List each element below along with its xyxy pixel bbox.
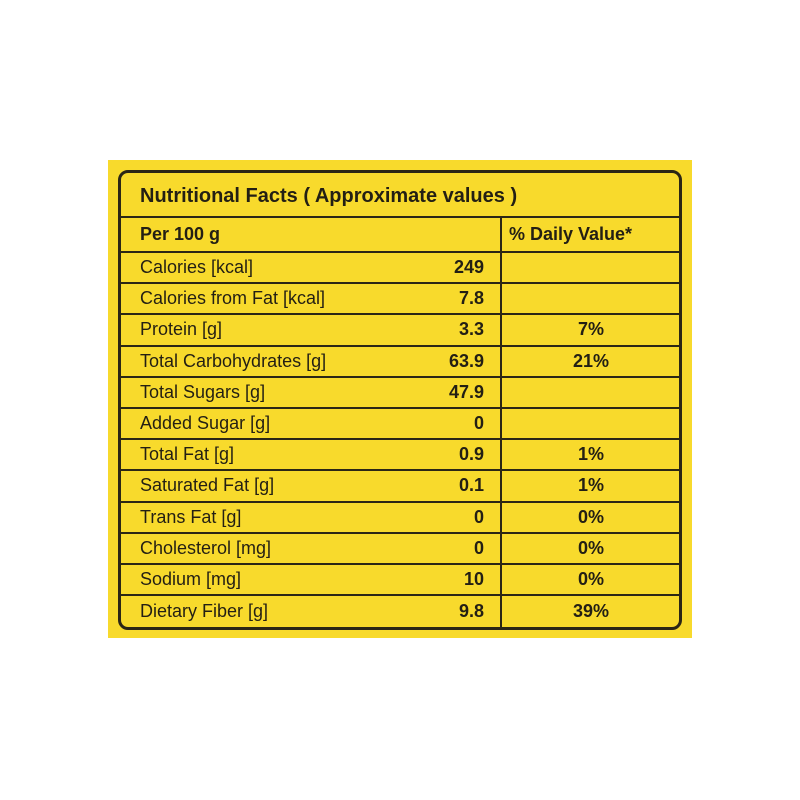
divider — [500, 440, 502, 470]
divider — [500, 564, 502, 595]
nutrient-amount: 10 — [463, 568, 484, 589]
nutrient-label: Total Sugars [g] — [140, 381, 266, 402]
nutrient-label: Protein [g] — [140, 319, 223, 340]
nutrient-amount: 63.9 — [448, 350, 484, 371]
divider — [500, 502, 502, 532]
divider — [500, 408, 502, 439]
title: Nutritional Facts ( Approximate values ) — [121, 173, 679, 218]
nutrient-label: Cholesterol [mg] — [140, 537, 272, 558]
nutrient-label: Sodium [mg] — [140, 568, 242, 589]
nutrient-label: Total Carbohydrates [g] — [140, 350, 327, 371]
nutrient-label: Dietary Fiber [g] — [140, 601, 269, 622]
nutrient-amount: 249 — [453, 257, 484, 278]
nutrient-amount: 0 — [473, 413, 484, 434]
header-basis: Per 100 g — [140, 224, 221, 244]
nutrient-label: Total Fat [g] — [140, 444, 235, 465]
divider — [500, 253, 502, 283]
daily-value: 1% — [577, 475, 604, 496]
nutrient-row: Trans Fat [g] 0 0% — [121, 502, 679, 534]
nutrient-amount: 0.9 — [458, 444, 484, 465]
nutrient-amount: 7.8 — [458, 288, 484, 309]
nutrient-label: Saturated Fat [g] — [140, 475, 275, 496]
nutrient-row: Added Sugar [g] 0 — [121, 408, 679, 441]
daily-value: 39% — [572, 601, 610, 622]
nutrient-row: Total Fat [g] 0.9 1% — [121, 440, 679, 472]
divider — [500, 346, 502, 376]
divider — [500, 533, 502, 563]
daily-value: 0% — [577, 568, 604, 589]
header-row: Per 100 g % Daily Value* — [121, 218, 679, 253]
nutrient-amount: 0.1 — [458, 475, 484, 496]
daily-value: 0% — [577, 537, 604, 558]
nutrient-amount: 9.8 — [458, 601, 484, 622]
divider — [500, 315, 502, 345]
nutrient-row: Calories from Fat [kcal] 7.8 — [121, 284, 679, 316]
nutrient-row: Dietary Fiber [g] 9.8 39% — [121, 596, 679, 627]
nutrient-label: Calories from Fat [kcal] — [140, 288, 326, 309]
daily-value: 7% — [577, 319, 604, 340]
divider — [500, 471, 502, 501]
divider — [500, 218, 502, 251]
daily-value: 1% — [577, 444, 604, 465]
daily-value: 21% — [572, 350, 610, 371]
nutrient-label: Added Sugar [g] — [140, 413, 271, 434]
nutrient-label: Calories [kcal] — [140, 257, 254, 278]
daily-value: 0% — [577, 506, 604, 527]
divider — [500, 284, 502, 314]
nutrient-label: Trans Fat [g] — [140, 506, 242, 527]
nutrient-amount: 0 — [473, 537, 484, 558]
nutrient-row: Calories [kcal] 249 — [121, 253, 679, 285]
nutrient-amount: 0 — [473, 506, 484, 527]
nutrient-row: Total Sugars [g] 47.9 — [121, 377, 679, 409]
facts-table: Nutritional Facts ( Approximate values )… — [118, 170, 682, 630]
nutrient-row: Cholesterol [mg] 0 0% — [121, 533, 679, 565]
nutrient-row: Sodium [mg] 10 0% — [121, 564, 679, 597]
header-daily: % Daily Value* — [509, 224, 633, 244]
divider — [500, 377, 502, 407]
nutrient-row: Saturated Fat [g] 0.1 1% — [121, 471, 679, 503]
nutrient-row: Protein [g] 3.3 7% — [121, 315, 679, 347]
nutrient-amount: 3.3 — [458, 319, 484, 340]
nutrient-row: Total Carbohydrates [g] 63.9 21% — [121, 346, 679, 378]
divider — [500, 596, 502, 627]
nutrient-amount: 47.9 — [448, 381, 484, 402]
label-panel: Nutritional Facts ( Approximate values )… — [108, 160, 692, 638]
